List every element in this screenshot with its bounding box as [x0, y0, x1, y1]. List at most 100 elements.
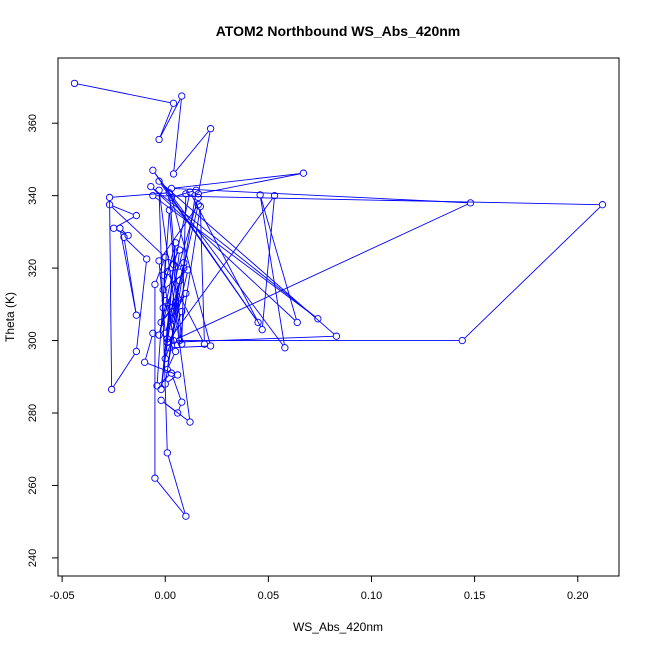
series-segment [170, 268, 181, 272]
data-point [159, 304, 167, 312]
data-point [466, 199, 475, 207]
data-point [132, 211, 141, 220]
x-tick-label: -0.05 [50, 590, 75, 602]
series-segment [170, 335, 334, 343]
series-segment [109, 200, 113, 387]
data-point [169, 170, 178, 178]
data-point [194, 190, 202, 198]
y-axis-label: Theta (K) [3, 292, 17, 342]
data-point [159, 271, 167, 279]
series-segment [169, 272, 188, 345]
series-segment [159, 374, 170, 385]
data-point [151, 280, 159, 289]
series-segment [175, 130, 209, 172]
series-segment [156, 480, 185, 515]
data-point [332, 332, 341, 340]
data-point [169, 260, 178, 269]
data-point [182, 190, 190, 198]
data-point [206, 124, 215, 133]
y-tick-label: 360 [27, 114, 39, 132]
data-point [184, 266, 192, 274]
series-segment [174, 188, 468, 204]
data-point [132, 311, 141, 319]
series-segment [161, 182, 335, 335]
data-point [176, 277, 184, 285]
series-segment [262, 198, 275, 327]
series-segment [179, 209, 201, 338]
series-segment [174, 173, 301, 189]
x-tick-label: 0.15 [464, 590, 485, 602]
series-segment [168, 354, 175, 367]
data-point [194, 201, 202, 209]
data-point [165, 189, 174, 197]
data-point [598, 201, 607, 209]
data-point [161, 297, 169, 305]
data-point [178, 92, 186, 100]
series-segment [159, 195, 190, 333]
series-segment [159, 106, 173, 137]
x-tick-label: 0.10 [361, 590, 382, 602]
series-segment [160, 207, 197, 259]
series-segment [167, 455, 186, 514]
data-point [147, 182, 155, 191]
data-point [143, 255, 151, 263]
data-point [153, 382, 161, 390]
data-point [176, 246, 184, 254]
y-tick-label: 240 [27, 549, 39, 567]
series-segment [173, 99, 182, 171]
series-segment [121, 230, 127, 234]
data-point [192, 186, 200, 194]
data-point [171, 239, 180, 247]
y-tick-label: 320 [27, 259, 39, 277]
data-point [167, 184, 176, 193]
series-segment [169, 213, 180, 338]
chart-title: ATOM2 Northbound WS_Abs_420nm [216, 23, 461, 39]
data-point [149, 192, 157, 200]
series-segment [111, 206, 164, 256]
data-point [196, 202, 204, 211]
data-point [178, 307, 186, 316]
data-point [194, 193, 202, 202]
data-point [171, 298, 180, 307]
y-tick-label: 300 [27, 331, 39, 349]
data-point [173, 371, 182, 379]
series-segment [260, 197, 297, 320]
data-point [132, 347, 141, 356]
data-point [182, 289, 190, 298]
data-point [167, 322, 176, 330]
data-point [258, 326, 266, 334]
data-point [124, 231, 132, 240]
series-segment [152, 188, 296, 321]
data-point [155, 257, 163, 265]
data-point [180, 264, 188, 272]
data-point [105, 193, 114, 202]
data-point [281, 344, 289, 352]
data-point [161, 380, 169, 388]
series-segment [161, 253, 180, 387]
series-segment [165, 245, 176, 356]
series-segment [147, 363, 175, 375]
series-segment [124, 240, 137, 313]
data-point [171, 347, 180, 356]
series-segment [174, 190, 194, 197]
data-point [178, 398, 186, 406]
data-point [110, 224, 118, 232]
series-segment [77, 83, 171, 104]
data-point [167, 315, 176, 323]
data-point [140, 358, 149, 366]
data-point [163, 365, 171, 374]
series-segment [163, 245, 176, 287]
data-point [157, 318, 165, 327]
data-point [458, 336, 466, 345]
series-segment [176, 203, 468, 340]
series-segment [464, 206, 601, 339]
series-segment [160, 98, 181, 137]
data-point [149, 166, 157, 174]
data-point [159, 286, 167, 294]
data-point [149, 329, 157, 337]
data-point [155, 177, 163, 185]
series-segment [112, 192, 167, 198]
data-point [161, 253, 169, 261]
